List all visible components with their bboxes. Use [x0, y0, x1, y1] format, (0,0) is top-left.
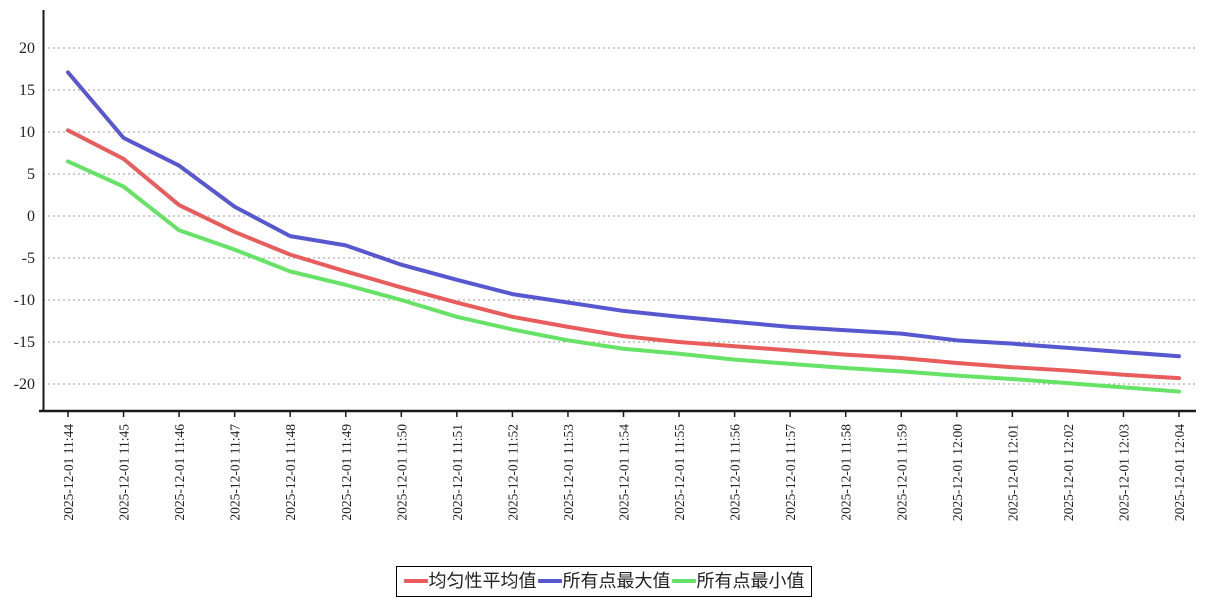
x-axis-tick-label: 2025-12-01 11:57: [783, 424, 798, 521]
x-axis-tick-label: 2025-12-01 12:03: [1116, 424, 1131, 521]
y-axis-tick-label: 0: [27, 208, 35, 225]
x-axis-tick-label: 2025-12-01 11:44: [61, 424, 76, 521]
y-axis-tick-label: 5: [27, 166, 35, 183]
y-axis-tick-label: -10: [14, 292, 35, 309]
legend-swatch-avg: [403, 579, 428, 583]
x-axis-tick-label: 2025-12-01 11:49: [339, 424, 354, 521]
y-axis-tick-label: 20: [19, 40, 35, 57]
y-axis-tick-label: -5: [22, 250, 35, 267]
legend-swatch-max: [537, 579, 562, 583]
x-axis-tick-label: 2025-12-01 11:51: [450, 424, 465, 521]
x-axis-tick-label: 2025-12-01 11:53: [561, 424, 576, 521]
y-axis-tick-labels: 20 15 10 5 0 -5 -10 -15 -20: [14, 40, 35, 393]
series-min-line: [66, 159, 1181, 394]
x-axis-tick-label: 2025-12-01 11:47: [228, 424, 243, 521]
x-axis-tick-label: 2025-12-01 12:01: [1005, 424, 1020, 521]
legend-label-min: 所有点最小值: [696, 571, 805, 591]
x-axis-tick-labels: 2025-12-01 11:44 2025-12-01 11:45 2025-12-…: [61, 424, 1187, 521]
x-axis-tick-label: 2025-12-01 11:55: [672, 424, 687, 521]
x-axis-tick-label: 2025-12-01 11:54: [617, 424, 632, 521]
series-max-line: [66, 70, 1181, 359]
series-avg-line: [66, 128, 1181, 381]
y-axis-tick-label: -15: [14, 334, 35, 351]
x-axis-tick-label: 2025-12-01 11:50: [394, 424, 409, 521]
x-axis-tick-label: 2025-12-01 11:45: [117, 424, 132, 521]
y-axis-tick-label: 15: [19, 82, 35, 99]
x-axis-tick-label: 2025-12-01 11:46: [172, 424, 187, 521]
legend: 均匀性平均值 所有点最大值 所有点最小值: [395, 566, 812, 597]
x-axis-tick-label: 2025-12-01 11:48: [283, 424, 298, 521]
x-axis-tick-label: 2025-12-01 12:00: [950, 424, 965, 521]
x-axis-tick-label: 2025-12-01 11:59: [894, 424, 909, 521]
x-axis-tick-label: 2025-12-01 11:52: [505, 424, 520, 521]
legend-item-avg: 均匀性平均值: [403, 570, 537, 592]
series-lines: [66, 70, 1181, 394]
x-axis-tick-label: 2025-12-01 11:56: [728, 424, 743, 521]
axes: [39, 10, 1196, 417]
legend-swatch-min: [671, 579, 696, 583]
y-axis-tick-label: 10: [19, 124, 35, 141]
x-axis-tick-label: 2025-12-01 11:58: [839, 424, 854, 521]
y-axis-tick-label: -20: [14, 376, 35, 393]
legend-item-min: 所有点最小值: [671, 570, 805, 592]
legend-label-max: 所有点最大值: [562, 571, 671, 591]
x-axis-tick-label: 2025-12-01 12:02: [1061, 424, 1076, 521]
legend-label-avg: 均匀性平均值: [428, 571, 537, 591]
legend-item-max: 所有点最大值: [537, 570, 671, 592]
x-axis-tick-label: 2025-12-01 12:04: [1172, 424, 1187, 521]
